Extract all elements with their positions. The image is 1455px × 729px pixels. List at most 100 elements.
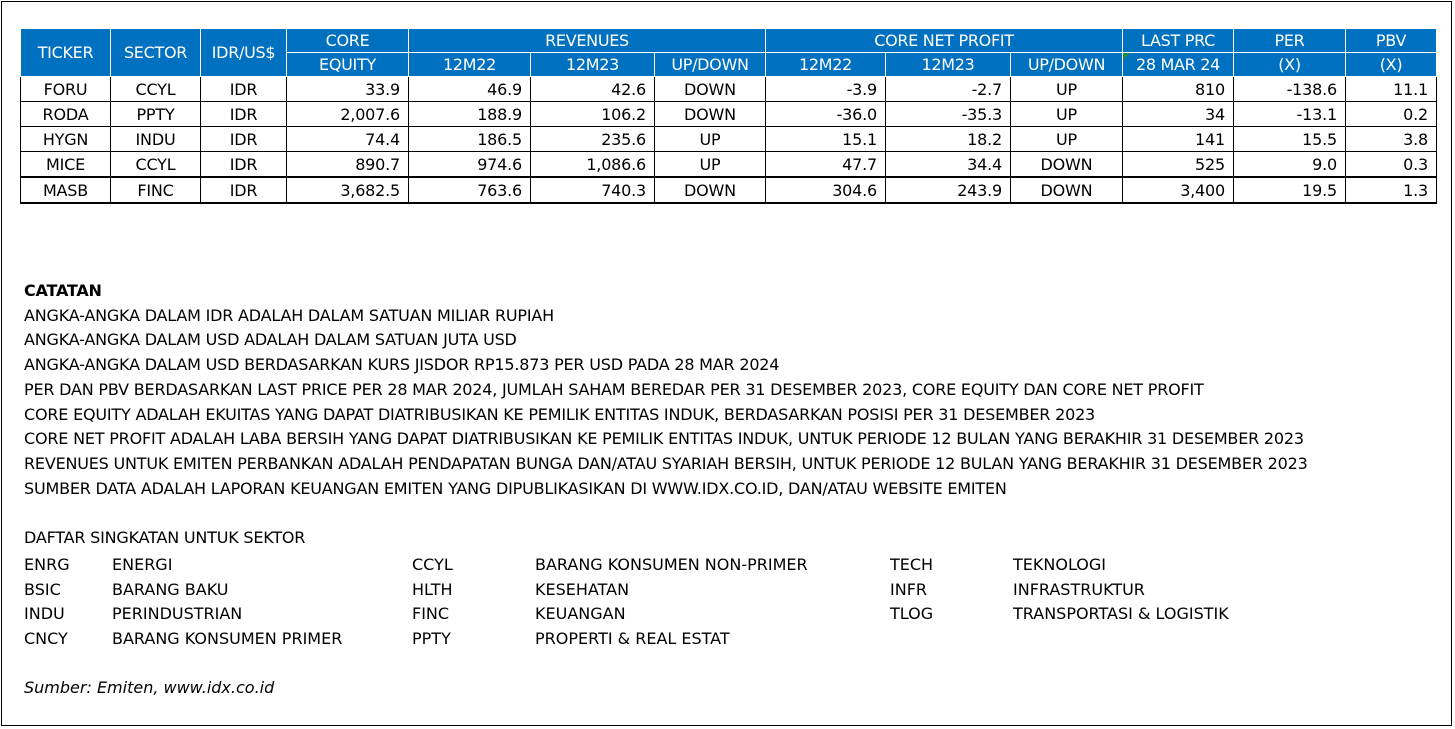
table-cell: DOWN [654, 101, 766, 127]
table-cell: 11.1 [1345, 76, 1437, 102]
sector-name: ENERGI [112, 555, 173, 574]
table-cell: -13.1 [1233, 101, 1346, 127]
subheader: 12M22 [765, 52, 886, 77]
subheader: 28 MAR 24 [1122, 52, 1234, 77]
table-cell: 15.5 [1233, 126, 1346, 152]
table-cell: 810 [1122, 76, 1234, 102]
sector-code: FINC [412, 604, 450, 624]
table-cell: 186.5 [408, 126, 531, 152]
subheader: 12M23 [885, 52, 1011, 77]
table-cell: 740.3 [530, 176, 655, 204]
table-cell: 46.9 [408, 76, 531, 102]
header-revenues: REVENUES [408, 28, 766, 53]
table-cell: 235.6 [530, 126, 655, 152]
table-cell: 0.3 [1345, 151, 1437, 178]
sector-name: INFRASTRUKTUR [1013, 579, 1145, 599]
sector-name: PERINDUSTRIAN [112, 604, 243, 624]
table-cell: 890.7 [286, 151, 409, 178]
sector-code: TLOG [890, 604, 934, 624]
header-last-price: LAST PRC [1122, 28, 1234, 53]
table-cell: -2.7 [885, 76, 1011, 102]
sector-name: BARANG KONSUMEN NON-PRIMER [535, 555, 808, 574]
financial-table: TICKER SECTOR IDR/US$ CORE REVENUES CORE… [20, 28, 1437, 204]
table-cell: UP [654, 126, 766, 152]
table-cell: 243.9 [885, 176, 1011, 204]
table-cell: -3.9 [765, 76, 886, 102]
sector-code: INFR [890, 579, 928, 599]
source-note: Sumber: Emiten, www.idx.co.id [24, 678, 275, 697]
sector-code: TECH [890, 555, 934, 574]
table-cell: MASB [20, 176, 111, 204]
table-cell: PPTY [110, 101, 201, 127]
table-cell: -138.6 [1233, 76, 1346, 102]
sector-name: TRANSPORTASI & LOGISTIK [1013, 604, 1229, 624]
subheader: UP/DOWN [654, 52, 766, 77]
table-cell: FORU [20, 76, 111, 102]
table-cell: UP [1010, 101, 1123, 127]
subheader: UP/DOWN [1010, 52, 1123, 77]
note-line: ANGKA-ANGKA DALAM USD ADALAH DALAM SATUA… [24, 330, 517, 350]
sector-code: CCYL [412, 555, 453, 574]
notes-section: CATATAN ANGKA-ANGKA DALAM IDR ADALAH DAL… [24, 279, 1308, 551]
table-cell: 3.8 [1345, 126, 1437, 152]
subheader: EQUITY [286, 52, 409, 77]
table-cell: 47.7 [765, 151, 886, 178]
table-cell: IDR [200, 101, 287, 127]
table-cell: 34 [1122, 101, 1234, 127]
header-currency: IDR/US$ [200, 28, 287, 77]
note-line: ANGKA-ANGKA DALAM USD BERDASARKAN KURS J… [24, 355, 780, 375]
table-cell: 1,086.6 [530, 151, 655, 178]
header-core: CORE [286, 28, 409, 53]
note-line: CORE EQUITY ADALAH EKUITAS YANG DAPAT DI… [24, 404, 1096, 424]
sector-name: TEKNOLOGI [1013, 555, 1106, 574]
table-cell: 18.2 [885, 126, 1011, 152]
table-cell: CCYL [110, 76, 201, 102]
sector-code: BSIC [24, 579, 61, 599]
table-cell: 0.2 [1345, 101, 1437, 127]
header-sector: SECTOR [110, 28, 201, 77]
table-cell: 974.6 [408, 151, 531, 178]
sector-name: BARANG KONSUMEN PRIMER [112, 629, 343, 649]
sector-name: BARANG BAKU [112, 579, 229, 599]
table-row: FORU CCYL IDR 33.9 46.9 42.6 DOWN -3.9 -2.7 UP 810… [20, 76, 1437, 102]
comment-marker-icon [1123, 53, 1130, 60]
table-cell: 141 [1122, 126, 1234, 152]
table-cell: INDU [110, 126, 201, 152]
subheader: 12M23 [530, 52, 655, 77]
table-cell: IDR [200, 176, 287, 204]
table-cell: DOWN [1010, 151, 1123, 178]
table-cell: 525 [1122, 151, 1234, 178]
subheader: 12M22 [408, 52, 531, 77]
table-cell: 2,007.6 [286, 101, 409, 127]
sector-code: HLTH [412, 579, 453, 599]
sector-list-title: DAFTAR SINGKATAN UNTUK SEKTOR [24, 528, 306, 548]
table-cell: IDR [200, 151, 287, 178]
table-cell: UP [1010, 76, 1123, 102]
sector-name: PROPERTI & REAL ESTAT [535, 629, 730, 649]
notes-title: CATATAN [24, 281, 102, 300]
note-line: CORE NET PROFIT ADALAH LABA BERSIH YANG … [24, 429, 1304, 449]
table-cell: 19.5 [1233, 176, 1346, 204]
table-row: MASB FINC IDR 3,682.5 763.6 740.3 DOWN 304.6 243… [20, 176, 1437, 204]
table-cell: -35.3 [885, 101, 1011, 127]
note-line: REVENUES UNTUK EMITEN PERBANKAN ADALAH P… [24, 453, 1308, 473]
header-core-net-profit: CORE NET PROFIT [765, 28, 1123, 53]
subheader-label: 28 MAR 24 [1135, 55, 1221, 74]
table-cell: MICE [20, 151, 111, 178]
table-cell: HYGN [20, 126, 111, 152]
header-per: PER [1233, 28, 1346, 53]
table-cell: 42.6 [530, 76, 655, 102]
table-cell: RODA [20, 101, 111, 127]
table-cell: 9.0 [1233, 151, 1346, 178]
table-cell: 74.4 [286, 126, 409, 152]
sector-name: KESEHATAN [535, 579, 630, 599]
table-cell: 304.6 [765, 176, 886, 204]
table-cell: 1.3 [1345, 176, 1437, 204]
table-row: MICE CCYL IDR 890.7 974.6 1,086.6 UP 47.7 34.4 DO… [20, 151, 1437, 178]
sector-code: ENRG [24, 555, 70, 574]
header-pbv: PBV [1345, 28, 1437, 53]
table-cell: 106.2 [530, 101, 655, 127]
sector-code: CNCY [24, 629, 68, 649]
note-line: SUMBER DATA ADALAH LAPORAN KEUANGAN EMIT… [24, 478, 1007, 498]
